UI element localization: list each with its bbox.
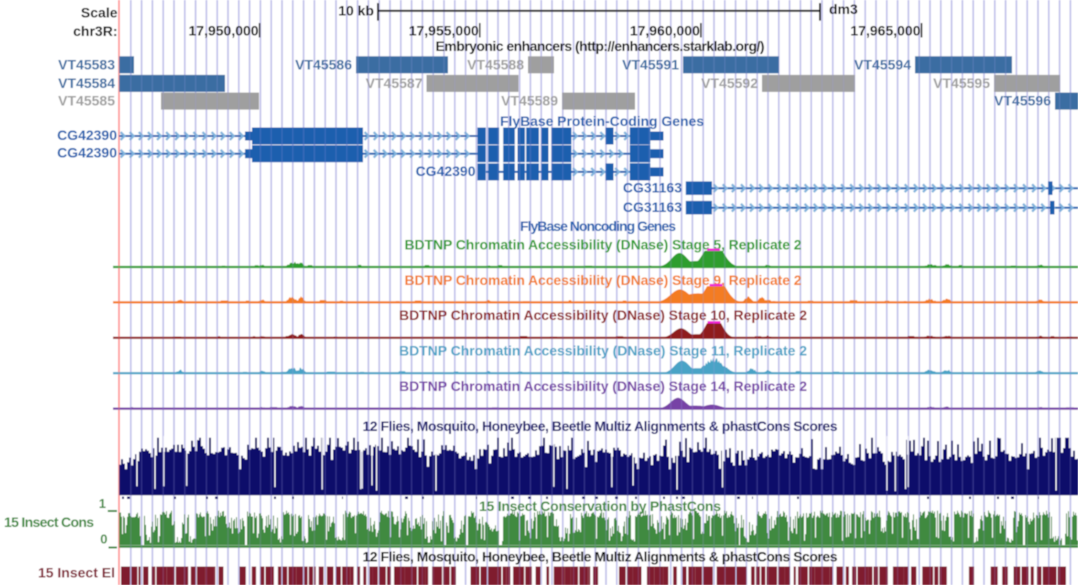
- svg-text:BDTNP Chromatin Accessibility: BDTNP Chromatin Accessibility (DNase) St…: [399, 378, 807, 394]
- svg-text:CG42390: CG42390: [416, 163, 476, 179]
- svg-text:Scale: Scale: [81, 5, 118, 21]
- svg-text:CG42390: CG42390: [57, 145, 117, 161]
- svg-text:BDTNP Chromatin Accessibility: BDTNP Chromatin Accessibility (DNase) St…: [399, 307, 807, 323]
- svg-text:12 Flies, Mosquito, Honeybee,: 12 Flies, Mosquito, Honeybee, Beetle Mul…: [363, 418, 838, 434]
- svg-text:BDTNP Chromatin Accessibility: BDTNP Chromatin Accessibility (DNase) St…: [399, 343, 807, 359]
- svg-text:FlyBase Protein-Coding Genes: FlyBase Protein-Coding Genes: [500, 113, 704, 129]
- svg-text:VT45588: VT45588: [467, 56, 524, 72]
- svg-text:17,960,000: 17,960,000: [630, 23, 700, 39]
- svg-text:CG31163: CG31163: [623, 199, 682, 215]
- svg-text:BDTNP Chromatin Accessibility: BDTNP Chromatin Accessibility (DNase) St…: [405, 236, 802, 252]
- svg-text:12 Flies, Mosquito, Honeybee,: 12 Flies, Mosquito, Honeybee, Beetle Mul…: [363, 549, 838, 565]
- svg-text:15 Insect Cons: 15 Insect Cons: [4, 514, 94, 530]
- svg-text:15 Insect Conservation by Phas: 15 Insect Conservation by PhastCons: [479, 498, 721, 514]
- svg-text:VT45586: VT45586: [295, 56, 352, 72]
- svg-text:0: 0: [100, 532, 107, 547]
- svg-text:VT45583: VT45583: [58, 56, 115, 72]
- svg-text:17,950,000: 17,950,000: [189, 23, 259, 39]
- svg-text:VT45594: VT45594: [854, 56, 911, 72]
- svg-text:VT45592: VT45592: [701, 75, 758, 91]
- svg-text:15 Insect El: 15 Insect El: [38, 565, 115, 581]
- svg-text:VT45585: VT45585: [58, 93, 115, 109]
- svg-text:VT45596: VT45596: [994, 93, 1051, 109]
- svg-text:VT45584: VT45584: [58, 75, 115, 91]
- svg-text:Embryonic enhancers (http://en: Embryonic enhancers (http://enhancers.st…: [436, 38, 765, 54]
- svg-text:FlyBase Noncoding Genes: FlyBase Noncoding Genes: [520, 218, 676, 234]
- svg-text:17,965,000: 17,965,000: [850, 23, 920, 39]
- svg-text:1: 1: [99, 496, 106, 511]
- svg-text:VT45591: VT45591: [622, 56, 679, 72]
- svg-text:CG42390: CG42390: [57, 127, 117, 143]
- svg-text:VT45587: VT45587: [366, 75, 423, 91]
- svg-text:chr3R:: chr3R:: [73, 23, 117, 39]
- svg-text:BDTNP Chromatin Accessibility: BDTNP Chromatin Accessibility (DNase) St…: [405, 272, 802, 288]
- svg-text:CG31163: CG31163: [623, 180, 682, 196]
